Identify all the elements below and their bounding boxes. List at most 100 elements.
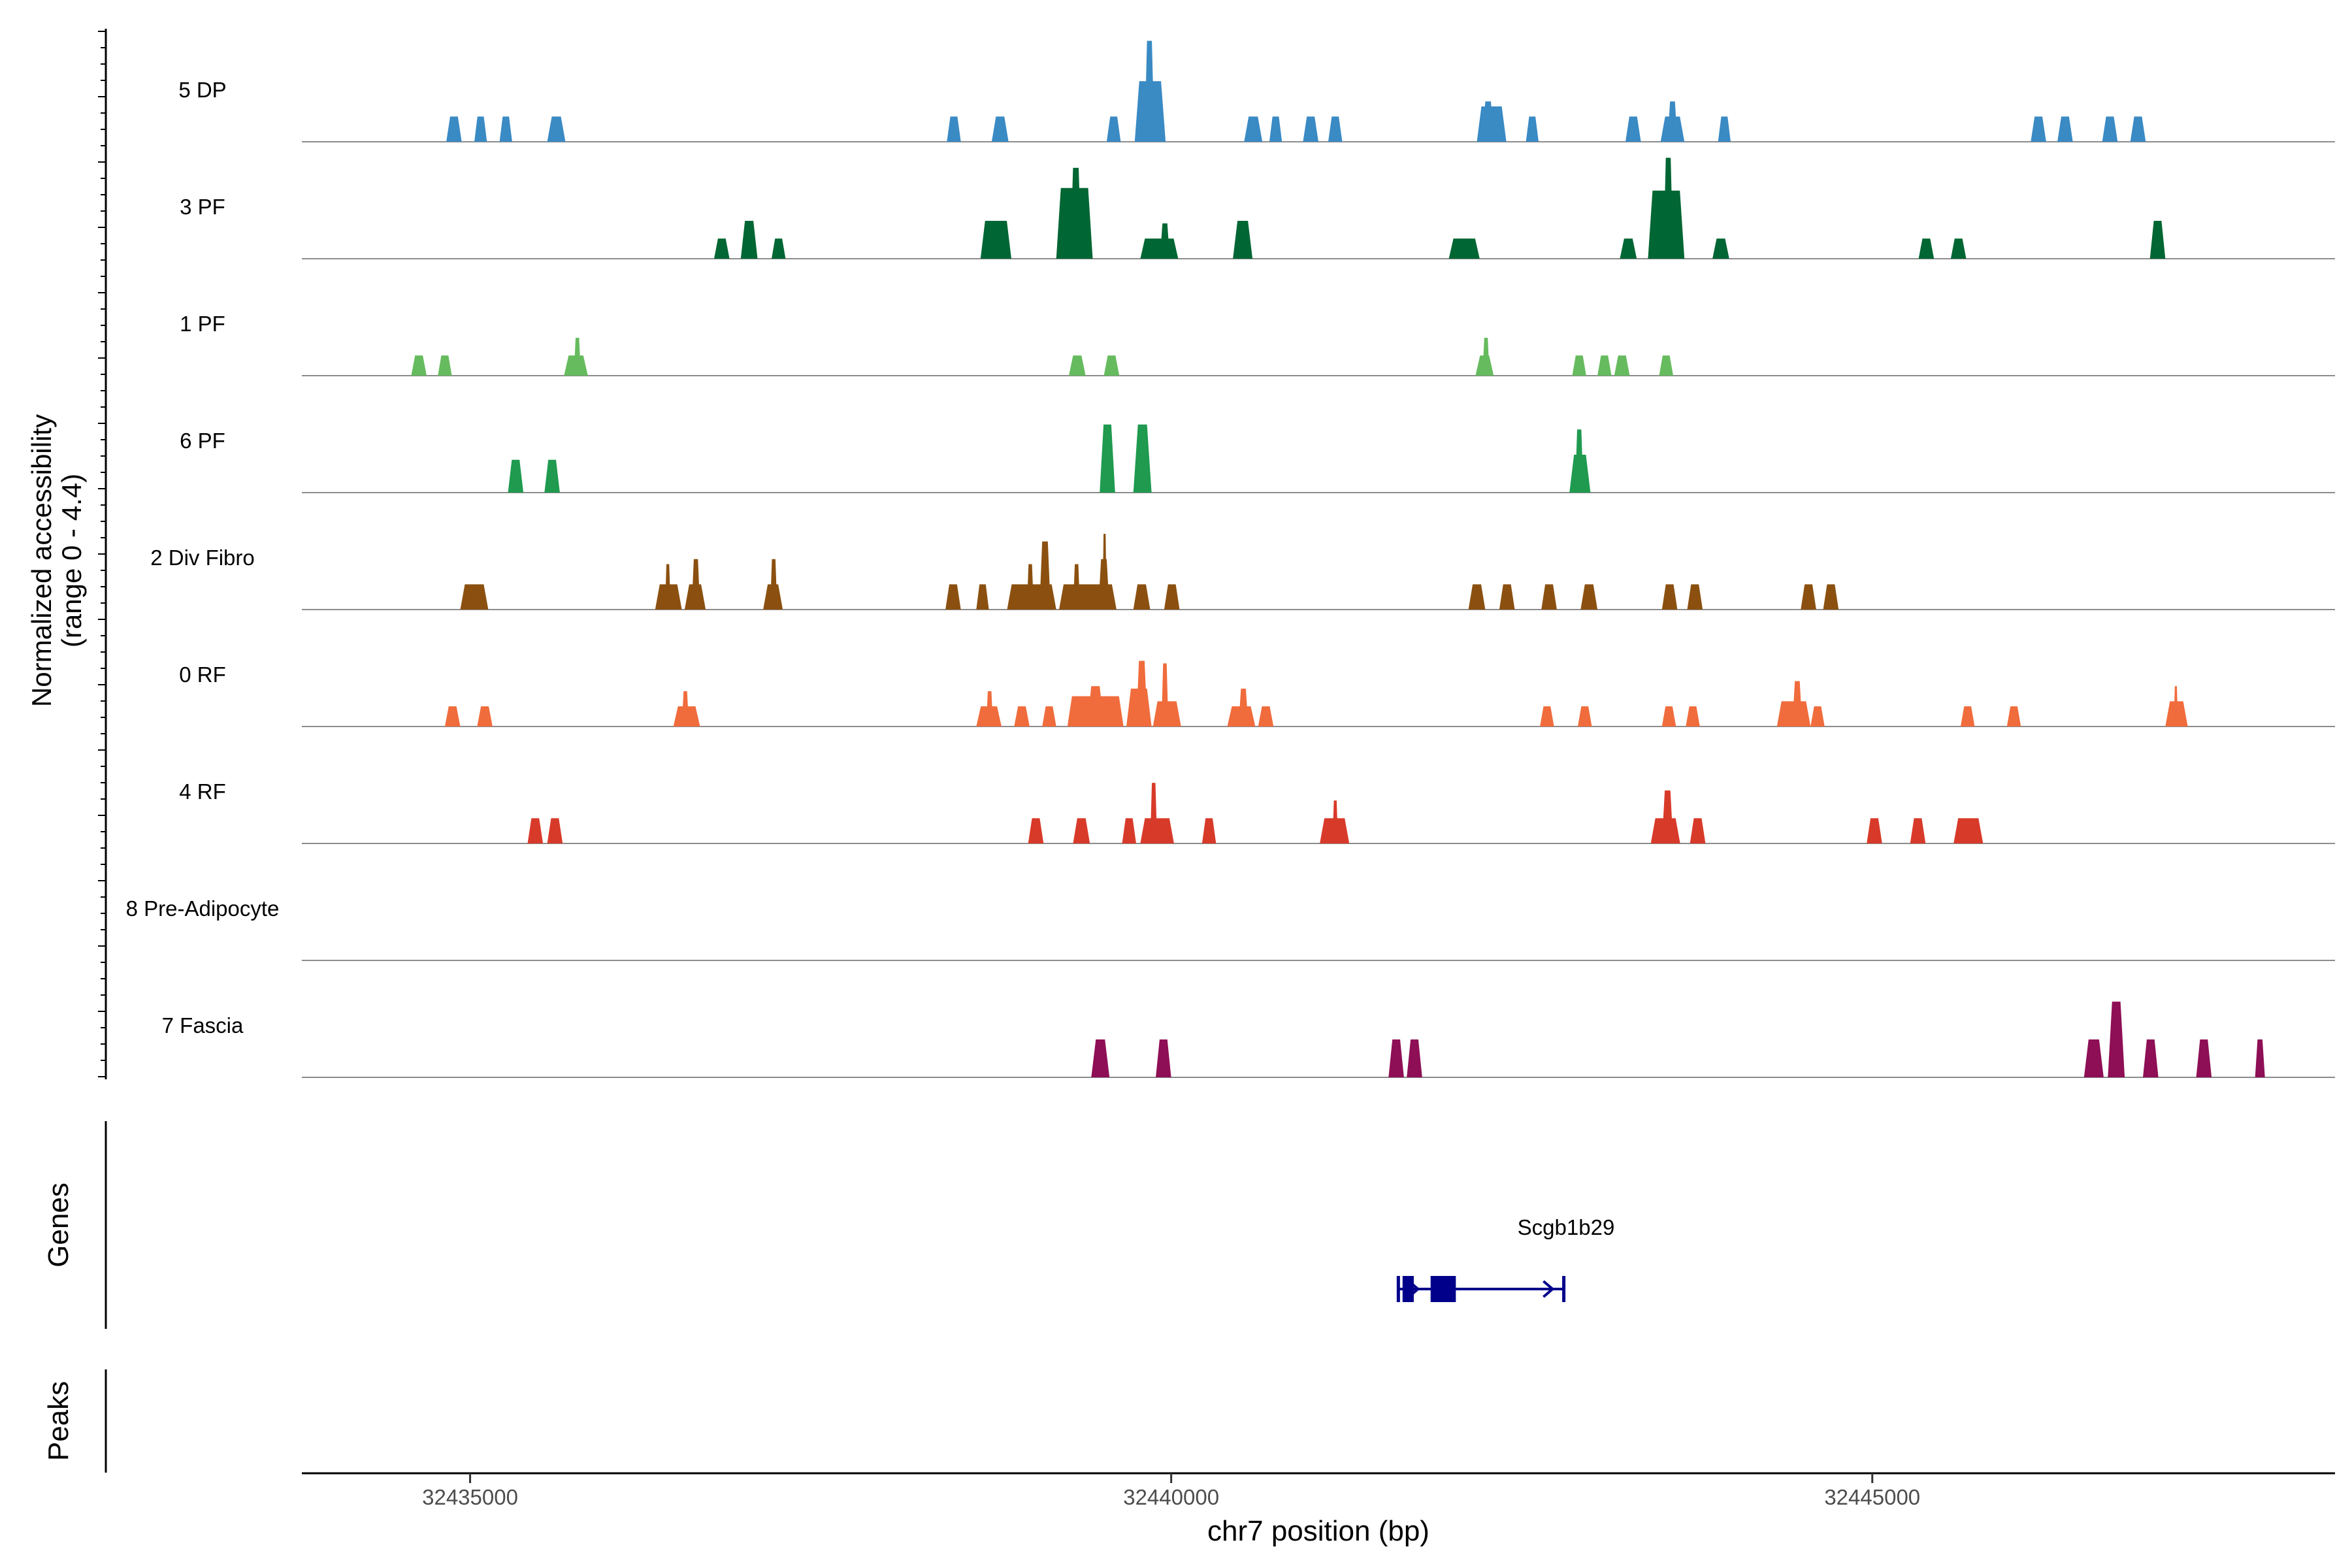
coverage-peak-2-div-fibro xyxy=(1823,584,1839,610)
coverage-peak-2-div-fibro xyxy=(1073,564,1081,610)
track-8-pre-adipocyte: 8 Pre-Adipocyte xyxy=(126,896,2335,961)
track-0-rf: 0 RF xyxy=(179,661,2335,727)
coverage-peak-1-pf xyxy=(574,338,581,376)
track-label-8-pre-adipocyte: 8 Pre-Adipocyte xyxy=(126,896,280,921)
coverage-peak-5-dp xyxy=(1526,116,1539,142)
coverage-peak-5-dp xyxy=(1269,116,1282,142)
coverage-peak-0-rf xyxy=(1136,661,1148,727)
coverage-peak-2-div-fibro xyxy=(460,584,489,610)
gene-model: Scgb1b29 xyxy=(1396,1215,1614,1302)
coverage-peak-5-dp xyxy=(2031,116,2046,142)
track-5-dp: 5 DP xyxy=(178,41,2335,142)
coverage-peak-4-rf xyxy=(1150,783,1158,843)
coverage-peak-4-rf xyxy=(1953,818,1984,843)
coverage-peak-4-rf xyxy=(1028,818,1044,843)
coverage-peak-3-pf xyxy=(1070,167,1082,259)
coverage-peak-5-dp xyxy=(1106,116,1121,142)
coverage-peak-3-pf xyxy=(2149,221,2166,259)
track-label-0-rf: 0 RF xyxy=(179,662,226,687)
accessibility-y-ticks xyxy=(98,31,106,1077)
track-label-1-pf: 1 PF xyxy=(180,312,225,336)
coverage-peak-0-rf xyxy=(444,706,461,727)
coverage-peak-2-div-fibro xyxy=(945,584,961,610)
track-label-5-dp: 5 DP xyxy=(178,78,226,102)
coverage-peak-7-fascia xyxy=(2108,1002,2125,1077)
coverage-peak-3-pf xyxy=(1712,238,1729,259)
coverage-peak-3-pf xyxy=(714,238,730,259)
coverage-peak-0-rf xyxy=(2006,706,2021,727)
coverage-peak-7-fascia xyxy=(2255,1039,2265,1077)
coverage-peak-2-div-fibro xyxy=(1164,584,1180,610)
coverage-peak-5-dp xyxy=(1482,101,1494,142)
coverage-peak-5-dp xyxy=(1718,116,1731,142)
coverage-peak-0-rf xyxy=(986,691,994,727)
genes-panel-label: Genes xyxy=(42,1183,74,1267)
coverage-peak-2-div-fibro xyxy=(976,584,989,610)
coverage-peak-6-pf xyxy=(1575,429,1584,493)
coverage-peak-0-rf xyxy=(2174,686,2178,727)
coverage-peak-0-rf xyxy=(681,691,689,727)
coverage-tracks: 5 DP 3 PF 1 PF 6 PF 2 Div Fibro 0 RF 4 RF 8 Pre… xyxy=(126,41,2335,1078)
coverage-peak-0-rf xyxy=(1686,706,1700,727)
coverage-peak-4-rf xyxy=(1867,818,1882,843)
coverage-peak-0-rf xyxy=(1258,706,1274,727)
coverage-peak-4-rf xyxy=(1332,800,1338,843)
coverage-peak-2-div-fibro xyxy=(1580,584,1598,610)
coverage-peak-1-pf xyxy=(1614,355,1630,376)
coverage-peak-3-pf xyxy=(1918,238,1935,259)
x-tick-label: 32445000 xyxy=(1824,1485,1920,1509)
coverage-peak-1-pf xyxy=(1103,355,1120,376)
coverage-peak-7-fascia xyxy=(1156,1039,1171,1077)
coverage-peak-5-dp xyxy=(1303,116,1318,142)
genes-panel: Genes Scgb1b29 xyxy=(42,1121,1614,1329)
coverage-peak-6-pf xyxy=(508,459,524,493)
coverage-peak-0-rf xyxy=(1661,706,1676,727)
coverage-peak-1-pf xyxy=(1597,355,1612,376)
coverage-peak-4-rf xyxy=(1073,818,1090,843)
coverage-peak-5-dp xyxy=(1328,116,1343,142)
coverage-peak-5-dp xyxy=(446,116,462,142)
coverage-peak-5-dp xyxy=(2102,116,2118,142)
coverage-peak-2-div-fibro xyxy=(770,559,777,610)
track-1-pf: 1 PF xyxy=(180,312,2335,376)
coverage-peak-4-rf xyxy=(1661,790,1673,843)
coverage-peak-2-div-fibro xyxy=(1133,584,1151,610)
coverage-peak-7-fascia xyxy=(1091,1039,1110,1077)
track-label-7-fascia: 7 Fascia xyxy=(162,1013,244,1037)
coverage-peak-3-pf xyxy=(740,221,758,259)
coverage-peak-3-pf xyxy=(1140,238,1179,259)
coverage-peak-3-pf xyxy=(1620,238,1637,259)
coverage-peak-0-rf xyxy=(1961,706,1975,727)
track-label-6-pf: 6 PF xyxy=(180,429,225,453)
coverage-peak-2-div-fibro xyxy=(691,559,700,610)
coverage-peak-2-div-fibro xyxy=(1541,584,1557,610)
track-label-2-div-fibro: 2 Div Fibro xyxy=(150,546,255,570)
coverage-peak-6-pf xyxy=(1100,424,1115,493)
coverage-peak-1-pf xyxy=(1482,338,1490,376)
coverage-peak-2-div-fibro xyxy=(1102,534,1107,610)
x-tick-label: 32440000 xyxy=(1123,1485,1219,1509)
coverage-peak-0-rf xyxy=(1086,686,1104,727)
coverage-peak-0-rf xyxy=(1810,706,1825,727)
coverage-peak-0-rf xyxy=(1014,706,1030,727)
track-label-4-rf: 4 RF xyxy=(179,779,226,804)
coverage-peak-2-div-fibro xyxy=(1026,564,1034,610)
coverage-peak-5-dp xyxy=(1244,116,1263,142)
coverage-peak-5-dp xyxy=(2130,116,2146,142)
coverage-peak-3-pf xyxy=(1160,223,1170,259)
coverage-peak-5-dp xyxy=(947,116,961,142)
coverage-peak-3-pf xyxy=(980,221,1011,259)
coverage-peak-1-pf xyxy=(411,355,427,376)
peaks-panel-label: Peaks xyxy=(42,1381,74,1461)
coverage-peak-0-rf xyxy=(1578,706,1592,727)
gene-exon xyxy=(1402,1276,1414,1302)
coverage-peak-0-rf xyxy=(477,706,493,727)
coverage-peak-1-pf xyxy=(1069,355,1086,376)
track-2-div-fibro: 2 Div Fibro xyxy=(150,534,2335,610)
coverage-peak-0-rf xyxy=(1238,689,1249,727)
strand-arrow xyxy=(1543,1280,1555,1298)
coverage-peak-1-pf xyxy=(438,355,452,376)
coverage-peak-0-rf xyxy=(1792,681,1803,727)
track-4-rf: 4 RF xyxy=(179,779,2335,844)
track-label-3-pf: 3 PF xyxy=(180,195,225,219)
